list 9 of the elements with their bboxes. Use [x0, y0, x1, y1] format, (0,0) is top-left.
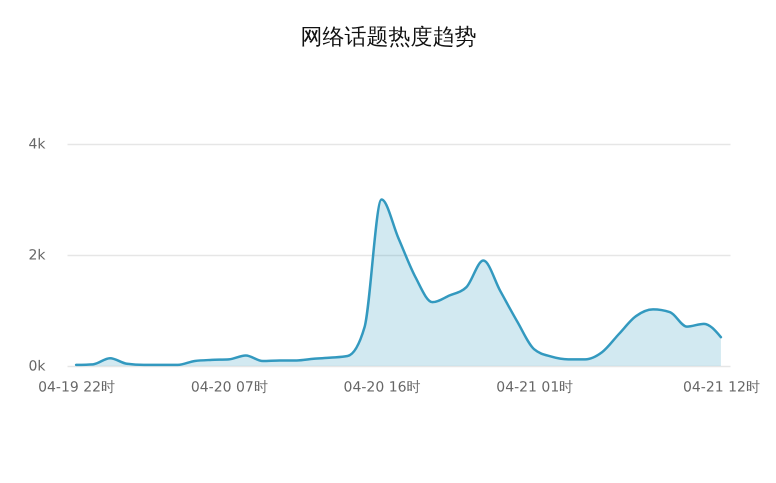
y-tick-label: 0k [28, 358, 46, 374]
x-tick-label: 04-20 16时 [344, 380, 421, 396]
x-tick-label: 04-21 01时 [496, 380, 574, 396]
x-tick-label: 04-20 07时 [190, 380, 268, 396]
x-tick-label: 04-21 12时 [682, 380, 760, 396]
y-tick-label: 4k [28, 136, 46, 152]
y-tick-label: 2k [28, 248, 46, 264]
chart-title: 网络话题热度趋势 [300, 25, 476, 50]
x-tick-label: 04-19 22时 [38, 380, 116, 396]
